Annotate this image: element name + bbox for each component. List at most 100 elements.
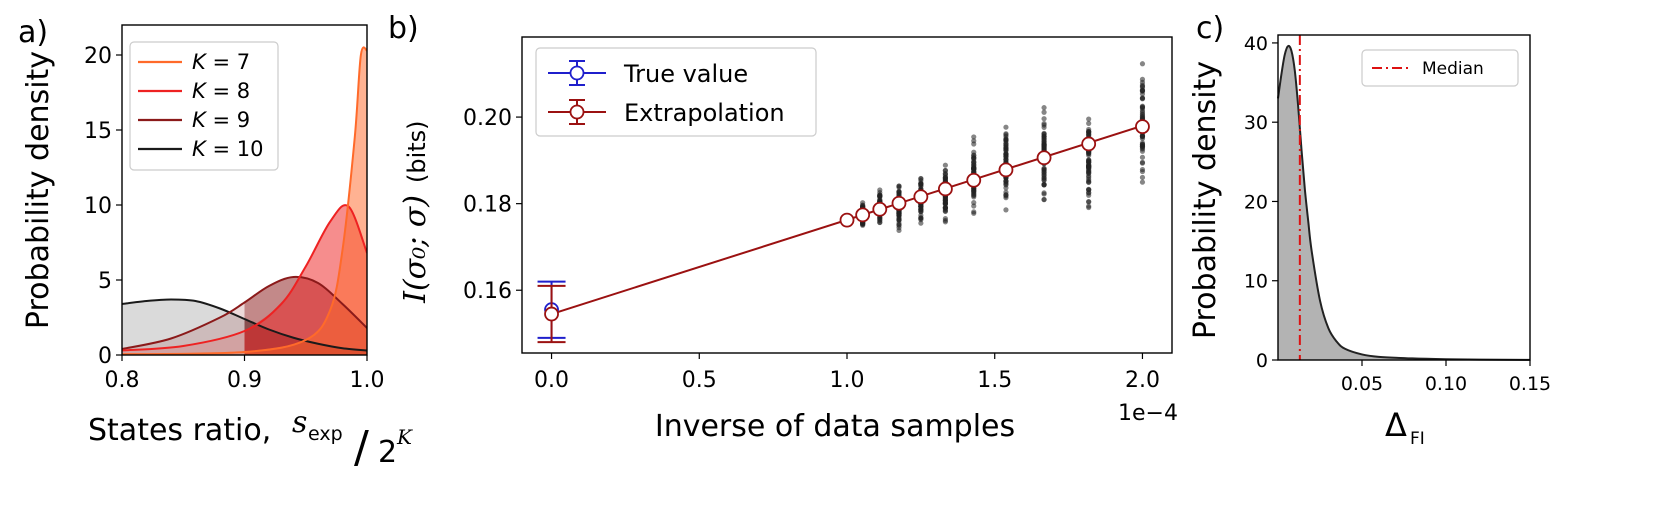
panel-a-ytick-label: 10 [84,194,112,219]
sample-dot [971,141,977,147]
panel-b-line [551,119,1150,315]
legend-marker-0 [569,65,585,81]
sample-dot [877,219,883,226]
line-K10 [122,298,367,352]
legend-label-0: True value [623,60,748,88]
line-K7 [122,46,367,355]
sample-dot [1139,141,1146,147]
sample-dot [1041,109,1047,115]
sample-dot [1086,204,1092,211]
panel-c-xlabel: Δ FI [1385,406,1425,449]
sample-dot [942,216,948,222]
panel-b-xtick-label: 0.0 [534,368,569,393]
panel-a-legend-box [129,41,279,171]
sample-dot [1041,130,1047,136]
sample-dot [1086,131,1092,138]
fill-dark-K7 [244,47,367,355]
legend-label-K7: K = 7 [192,50,250,74]
sample-dot [971,134,977,140]
sample-dot [1003,131,1009,137]
panel-b-ytick-label: 0.20 [463,106,512,131]
sample-dot [1086,116,1092,122]
panel-a-xlabel: States ratio, s exp / 2 K [88,405,413,473]
legend-label-K10-var: K [192,137,208,161]
panel-a: a) 0.8 0.9 1.0 0 5 10 15 20 Probability density… [18,15,413,473]
sample-dot [1003,147,1009,154]
panel-a-legend: K = 7K = 8K = 9K = 10 [129,41,279,171]
sample-dot [1003,143,1009,149]
panel-b-ylabel-math: I(σ₀; σ) [398,195,433,304]
panel-c-frame [1277,34,1531,361]
fill-light-K9 [122,276,367,355]
panel-c-ytick-label: 10 [1244,271,1268,293]
sample-dot [1041,197,1047,203]
panel-b-errorbars [537,280,566,344]
mean-marker [966,172,982,188]
panel-a-xlabel-exponent: K [396,425,413,449]
panel-c-xtick-label: 0.15 [1509,373,1551,395]
sample-dot [896,191,902,197]
sample-dot [1003,207,1009,213]
sample-dot [1139,168,1146,175]
panel-a-xtick-label: 0.9 [227,368,262,393]
panel-b-xlabel: Inverse of data samples [655,409,1015,444]
sample-dot [1086,159,1092,165]
panel-a-xlabel-slash: / [354,422,369,473]
sample-dot [1086,174,1092,180]
legend-median-label: Median [1422,59,1484,79]
sample-dot [1086,120,1092,126]
panel-b-xtick-label: 1.5 [977,368,1012,393]
sample-dot [1041,105,1047,111]
mean-marker [998,162,1014,178]
sample-dot [971,156,977,163]
fill-light-K7 [122,47,367,355]
panel-a-xlabel-numerator: s [292,405,307,440]
sample-dot [1139,174,1146,181]
sample-dot [1041,172,1047,178]
panel-b-ylabel-unit: (bits) [403,120,431,183]
sample-dot [896,216,902,222]
sample-dot [1041,167,1047,173]
panel-b-legend: True value Extrapolation [535,47,817,137]
panel-b-legend-box [535,47,817,137]
density-line [1277,44,1531,361]
panel-a-ytick-label: 20 [84,44,112,69]
sample-dot [918,220,924,226]
legend-label-K8-val: = 8 [206,79,250,103]
sample-dot [971,165,977,171]
panel-a-ticks: 0.8 0.9 1.0 0 5 10 15 20 [84,44,385,393]
panel-b-x-offset: 1e−4 [1118,401,1178,426]
sample-dot [942,201,948,207]
fill-dark-K8 [244,205,367,355]
mean-marker [1036,150,1052,166]
sample-dot [1139,109,1146,115]
fill-dark-K9 [244,276,367,355]
sample-dot [918,181,924,187]
sample-dot [971,210,977,216]
panel-a-xtick-label: 1.0 [350,368,385,393]
panel-b-xtick-label: 2.0 [1125,368,1160,393]
panel-b-xtick-label: 1.0 [830,368,865,393]
panel-a-xtick-label: 0.8 [105,368,140,393]
legend-label-K7-val: = 7 [206,50,250,74]
panel-a-lines [122,46,367,355]
panel-c-xtick-label: 0.05 [1341,373,1383,395]
sample-dot [1139,61,1146,67]
legend-label-K9: K = 9 [192,108,250,132]
sample-dot [1086,187,1092,193]
legend-label-K9-val: = 9 [206,108,250,132]
panel-a-ytick-label: 5 [98,269,112,294]
sample-dot [918,203,924,209]
panel-a-xlabel-subscript: exp [308,423,343,445]
sample-dot [1086,198,1092,205]
sample-dot [896,184,902,190]
panel-c-ytick-label: 0 [1256,350,1268,372]
panel-c-label: c) [1196,11,1224,46]
sample-dot [1139,159,1146,165]
density-fill [1278,45,1530,361]
sample-dot [1139,133,1146,139]
mean-marker [937,181,953,197]
sample-dot [942,205,948,211]
sample-dot [1139,154,1146,160]
